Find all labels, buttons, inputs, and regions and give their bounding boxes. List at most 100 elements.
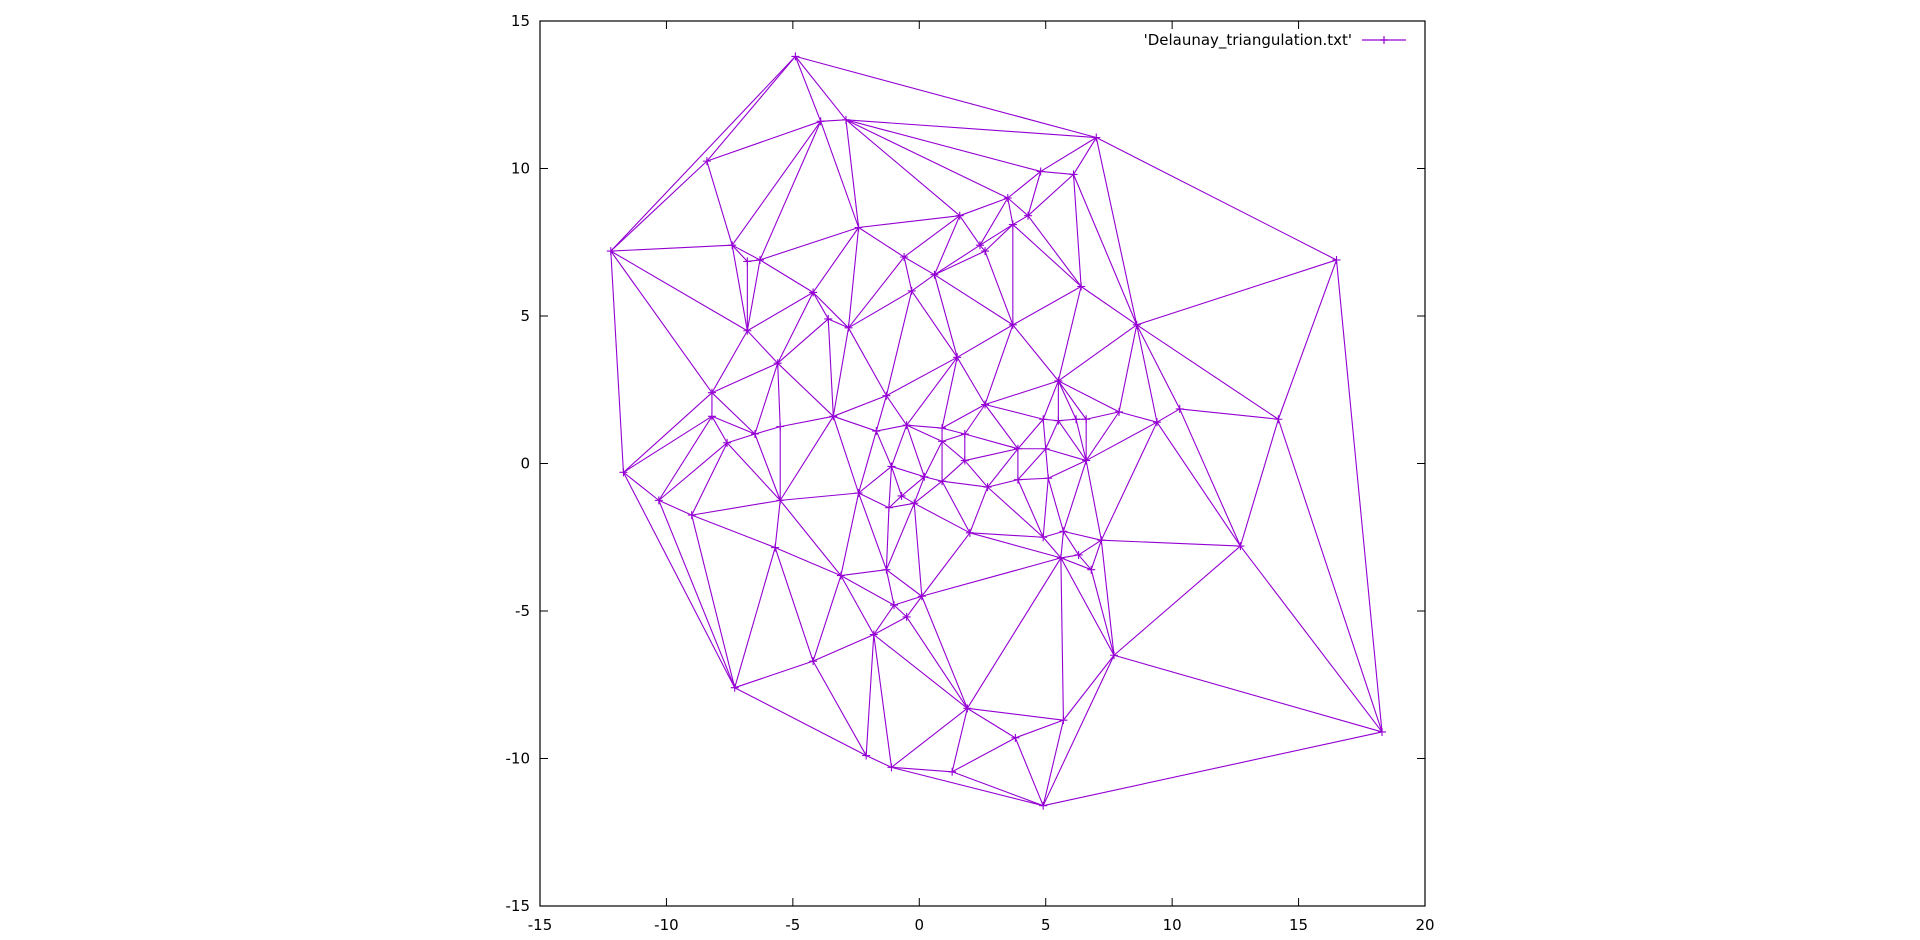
triangulation-edges [610,55,1383,807]
data-point-marker [836,571,845,580]
triangulation-edge [1042,536,1062,559]
data-point-marker [1008,320,1017,329]
triangulation-edge [906,356,958,426]
data-point-marker [776,496,785,505]
data-point-marker [902,612,911,621]
triangulation-edge [848,290,912,329]
triangulation-edge [779,416,834,501]
triangulation-edge [893,604,908,618]
triangulation-edge [779,500,842,576]
data-point-marker [1115,407,1124,416]
triangulation-edge [885,395,908,426]
triangulation-edge [711,416,728,444]
x-tick-label: 15 [1289,916,1308,934]
y-tick-label: -5 [515,602,530,620]
triangulation-edge [759,226,859,261]
triangulation-edge [623,392,713,473]
data-point-marker [1109,651,1118,660]
triangulation-edge [951,737,1016,773]
triangulation-edge [906,424,925,477]
triangulation-edge [734,660,814,689]
triangulation-edge [706,160,733,246]
triangulation-edge [820,121,860,228]
triangulation-edge [885,569,895,606]
triangulation-edge [979,197,1009,246]
triangulation-edge [959,215,981,246]
triangulation-edge [875,395,887,432]
triangulation-edge [906,424,943,442]
triangulation-edge [795,55,1097,139]
y-tick-label: -10 [506,750,531,768]
triangulation-edge [1027,215,1082,287]
x-tick-label: -10 [654,916,679,934]
triangulation-edge [951,771,1044,807]
plot-frame [539,20,1426,907]
triangulation-edge [774,547,842,577]
data-point-marker [687,511,696,520]
triangulation-edge [911,290,958,358]
triangulation-edge [941,460,966,482]
data-point-marker [707,412,716,421]
x-tick-label: 10 [1163,916,1182,934]
triangulation-edge [706,120,821,162]
data-point-marker [728,241,737,250]
data-point-marker [1236,542,1245,551]
data-point-marker [1069,170,1078,179]
x-tick-label: 5 [1041,916,1051,934]
triangulation-edge [833,395,887,417]
data-point-marker [955,211,964,220]
triangulation-edge [754,433,781,501]
triangulation-edge [777,363,781,427]
triangulation-edge [1100,540,1115,656]
triangulation-edge [1060,557,1064,721]
triangulation-edge [951,708,968,772]
data-point-marker [902,421,911,430]
triangulation-edge [610,56,796,252]
triangulation-edge [711,362,778,394]
triangulation-edge [1136,324,1181,410]
triangulation-edge [794,56,822,122]
data-point-marker [1044,474,1053,483]
triangulation-edge [845,119,860,228]
triangulation-edge [610,250,748,332]
data-point-marker [1039,801,1048,810]
triangulation-edge [913,502,971,534]
axis-ticks: -15 -10 -5 0 5 10 15 20 -15 -10 -5 0 5 10 15 [506,12,1435,934]
data-point-marker [1077,282,1086,291]
triangulation-edge [984,324,1014,405]
triangulation-edge [865,755,892,768]
y-tick-label: 15 [511,12,530,30]
triangulation-edge [911,274,935,292]
triangulation-edge [906,424,943,429]
triangulation-edge [1156,421,1241,547]
triangulation-edge [1017,477,1049,481]
triangulation-edge [754,426,781,435]
triangulation-edge [858,430,877,494]
triangulation-edge [706,56,796,162]
triangulation-edge [967,707,1016,739]
triangulation-edge [774,500,781,548]
data-point-marker [907,286,916,295]
triangulation-edge [1012,324,1059,382]
triangulation-edge [890,466,903,497]
triangulation-edge [1239,545,1383,733]
triangulation-edge [1057,380,1077,420]
triangulation-edge [711,392,756,435]
triangulation-edge [658,442,728,501]
data-point-marker [1332,255,1341,264]
triangulation-edge [1012,286,1082,326]
triangulation-edge [858,215,960,229]
triangulation-edge [812,292,829,320]
data-point-marker [1087,565,1096,574]
triangulation-edge [967,707,1064,721]
triangulation-edge [1063,530,1102,541]
triangulation-edge [610,160,708,252]
triangulation-edge [964,404,986,435]
triangulation-edge [845,119,1041,172]
triangulation-edge [1015,719,1064,739]
data-point-marker [854,223,863,232]
y-tick-label: 10 [511,160,530,178]
triangulation-edge [1027,173,1074,217]
triangulation-edge [893,595,922,606]
